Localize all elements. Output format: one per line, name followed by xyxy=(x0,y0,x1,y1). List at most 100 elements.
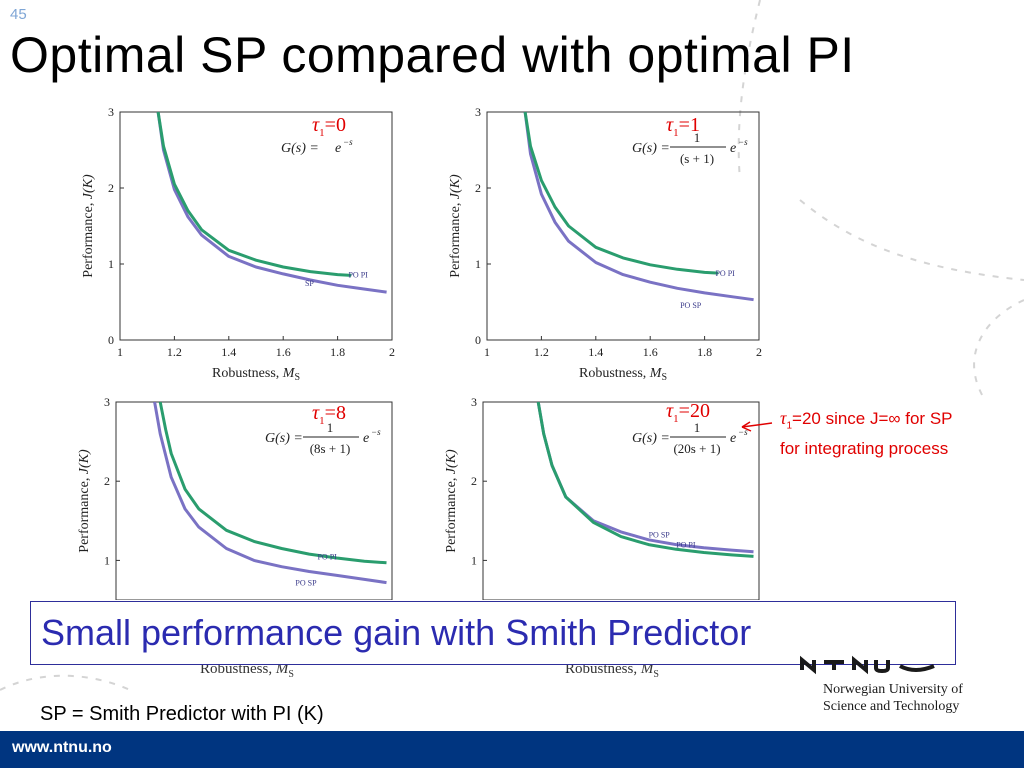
tau-label-20: τ1=20 xyxy=(666,400,710,425)
tau-label-8: τ1=8 xyxy=(312,402,346,427)
series-group xyxy=(153,402,387,585)
x-tick-label: 1.6 xyxy=(643,345,658,359)
x-axis-label-var: M xyxy=(282,366,296,381)
plot-frame xyxy=(486,111,760,341)
x-tick-label: 1.4 xyxy=(588,345,603,359)
y-axis-label-var: J(K) xyxy=(448,174,463,199)
series-annotation: PO PI xyxy=(715,269,735,278)
y-axis-label-text: Performance, xyxy=(81,199,96,278)
x-tick-label: 1.4 xyxy=(221,345,236,359)
footer-url[interactable]: www.ntnu.no xyxy=(12,739,112,756)
series-annotation: PO PI xyxy=(676,541,696,550)
y-axis-label-text: Performance, xyxy=(77,474,92,553)
plant-exp: e xyxy=(730,141,736,156)
x-axis-label-text: Robustness, xyxy=(579,366,650,381)
x-tick-label: 1.8 xyxy=(697,345,712,359)
x-tick-label: 1 xyxy=(484,345,490,359)
y-tick-label: 3 xyxy=(104,395,110,409)
x-tick-label: 2 xyxy=(389,345,395,359)
plant-exp: e xyxy=(363,431,369,446)
x-axis-label-sub: S xyxy=(294,372,300,383)
series-annotation: PO PI xyxy=(317,552,337,561)
x-tick-label: 1.2 xyxy=(534,345,549,359)
y-axis-label: Performance, J(K) xyxy=(81,174,96,278)
university-name: Norwegian University of Science and Tech… xyxy=(823,682,963,714)
y-tick-label: 1 xyxy=(108,257,114,271)
side-note: τ1=20 since J=∞ for SP for integrating p… xyxy=(780,408,953,459)
plot-frame xyxy=(482,401,760,600)
series-group xyxy=(156,112,387,294)
y-axis-label: Performance, J(K) xyxy=(444,449,459,553)
plant-lhs: G(s) = xyxy=(632,431,670,446)
plant-lhs: G(s) = xyxy=(265,431,303,446)
y-tick-label: 0 xyxy=(108,333,114,347)
series-sp-line xyxy=(536,402,754,554)
plant-exp: e xyxy=(335,141,341,156)
x-tick-label: 2 xyxy=(756,345,762,359)
y-axis-label: Performance, J(K) xyxy=(448,174,463,278)
y-axis-label-text: Performance, xyxy=(444,474,459,553)
x-axis-label-var: M xyxy=(649,366,663,381)
x-tick-label: 1 xyxy=(117,345,123,359)
y-axis-label: Performance, J(K) xyxy=(77,449,92,553)
x-axis-label: Robustness, MS xyxy=(579,366,667,383)
footer-bar xyxy=(0,731,1024,768)
plant-exp-sup: −s xyxy=(738,137,748,147)
y-tick-label: 2 xyxy=(108,181,114,195)
x-axis-label-text: Robustness, xyxy=(212,366,283,381)
plot-frame xyxy=(119,111,393,341)
plant-lhs: G(s) = xyxy=(281,141,319,156)
y-tick-label: 2 xyxy=(104,474,110,488)
series-sp-line xyxy=(153,402,387,585)
series-annotation: PO PI xyxy=(348,271,368,280)
footer-note: SP = Smith Predictor with PI (K) xyxy=(40,703,324,725)
tau-label-0: τ1=0 xyxy=(312,114,346,139)
plant-denominator: (20s + 1) xyxy=(673,441,720,456)
chart-tau-8: 1 2 3 Performance, J(K) PO PI PO SP G(s) = 1 (8… xyxy=(77,395,393,600)
slide-title: Optimal SP compared with optimal PI xyxy=(10,27,855,83)
x-tick-label: 1.2 xyxy=(167,345,182,359)
y-axis-label-var: J(K) xyxy=(81,174,96,199)
y-tick-label: 2 xyxy=(471,474,477,488)
series-annotation: SP xyxy=(305,279,314,288)
y-axis-label-var: J(K) xyxy=(77,449,92,474)
plant-numerator: 1 xyxy=(694,130,701,145)
y-tick-label: 2 xyxy=(475,181,481,195)
x-axis-label-sub: S xyxy=(661,372,667,383)
series-pi-line xyxy=(536,402,754,558)
xlabel-peek-left: Robustness, MS xyxy=(200,661,294,680)
y-tick-label: 1 xyxy=(471,553,477,567)
ntnu-logo xyxy=(800,655,935,675)
x-tick-label: 1.6 xyxy=(276,345,291,359)
series-pi-line xyxy=(156,112,352,277)
y-axis-label-var: J(K) xyxy=(444,449,459,474)
y-tick-label: 0 xyxy=(475,333,481,347)
y-axis-label-text: Performance, xyxy=(448,199,463,278)
x-axis-label: Robustness, MS xyxy=(212,366,300,383)
series-annotation: PO SP xyxy=(295,579,317,588)
y-tick-label: 3 xyxy=(475,105,481,119)
y-tick-label: 3 xyxy=(108,105,114,119)
series-group xyxy=(536,402,754,558)
plot-frame xyxy=(115,401,393,600)
tau-label-1: τ1=1 xyxy=(666,114,700,139)
callout-box: Small performance gain with Smith Predic… xyxy=(30,601,956,665)
plant-denominator: (8s + 1) xyxy=(310,441,351,456)
plant-exp-sup: −s xyxy=(343,137,353,147)
slide-number: 45 xyxy=(10,6,27,23)
series-sp-line xyxy=(523,112,754,302)
plant-exp-sup: −s xyxy=(738,427,748,437)
callout-text: Small performance gain with Smith Predic… xyxy=(41,612,752,653)
series-annotation: PO SP xyxy=(680,301,702,310)
plant-numerator: 1 xyxy=(327,420,334,435)
y-tick-label: 1 xyxy=(475,257,481,271)
series-annotation: PO SP xyxy=(649,530,671,539)
series-pi-line xyxy=(158,402,387,565)
y-tick-label: 1 xyxy=(104,553,110,567)
xlabel-peek-right: Robustness, MS xyxy=(565,661,659,680)
plant-lhs: G(s) = xyxy=(632,141,670,156)
plant-denominator: (s + 1) xyxy=(680,151,714,166)
x-tick-label: 1.8 xyxy=(330,345,345,359)
